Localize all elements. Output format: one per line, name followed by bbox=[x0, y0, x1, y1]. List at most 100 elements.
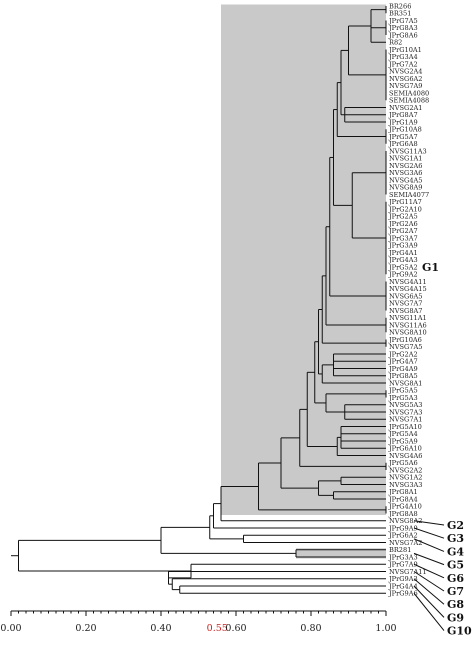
leaf-label: NVSG7A9 bbox=[389, 82, 422, 90]
leaf-label: JPrG1A9 bbox=[388, 118, 418, 126]
leaf-label: JPrG6A2 bbox=[388, 532, 418, 540]
leaf-label: JPrG3A4 bbox=[388, 53, 418, 61]
leaf-label: JPrG2A7 bbox=[388, 227, 418, 235]
leaf-label: JPrG5A5 bbox=[388, 387, 418, 395]
leaf-label: NVSG4A6 bbox=[389, 452, 422, 460]
tick-label: 1.00 bbox=[375, 623, 396, 634]
leaf-label: JPrG9A9 bbox=[388, 524, 418, 532]
similarity-axis: 0.00 0.20 0.40 0.550.60 0.80 1.00 bbox=[0, 610, 397, 634]
leaf-label: SEMIA4080 bbox=[389, 89, 429, 97]
leaf-label: NVSG7A7 bbox=[389, 300, 422, 308]
leaf-label: NVSG8A1 bbox=[389, 379, 422, 387]
leaf-label: JPrG8A8 bbox=[388, 510, 418, 518]
leaf-label: JPrG8A7 bbox=[388, 111, 418, 119]
leaf-label: JPrG2A2 bbox=[388, 350, 418, 358]
leaf-label: NVSG4A11 bbox=[389, 278, 427, 286]
leaf-label: NVSG7A2 bbox=[389, 539, 422, 547]
leaf-label: NVSG11A1 bbox=[389, 314, 427, 322]
leaf-label: NVSG2A4 bbox=[389, 68, 422, 76]
leaf-label: SEMIA4077 bbox=[389, 191, 429, 199]
leaf-label: JPrG5A10 bbox=[388, 423, 422, 431]
leaf-label: NVSG7A11 bbox=[389, 568, 427, 576]
leaf-label: BR351 bbox=[389, 10, 411, 18]
g5-shaded-region bbox=[296, 548, 386, 559]
leaf-label: JPrG4A7 bbox=[388, 358, 418, 366]
leaf-label: NVSG6A5 bbox=[389, 292, 422, 300]
leaf-label: NVSG5A3 bbox=[389, 401, 422, 409]
leaf-label: JPrG7A2 bbox=[388, 60, 418, 68]
leaf-label: JPrG6A10 bbox=[388, 445, 422, 453]
leaf-label: NVSG1A2 bbox=[389, 474, 422, 482]
leaf-label: NVSG7A3 bbox=[389, 408, 422, 416]
group-label-g4: G4 bbox=[447, 545, 464, 558]
tick-label: 0.60 bbox=[225, 623, 246, 634]
leaf-label: JPrG6A8 bbox=[388, 140, 418, 148]
leaf-label: NVSG11A3 bbox=[389, 147, 427, 155]
leaf-label: NVSG2A1 bbox=[389, 104, 422, 112]
group-connector bbox=[413, 552, 445, 566]
leaf-label: JPrG10A6 bbox=[388, 336, 422, 344]
leaf-label: JPrG3A9 bbox=[388, 242, 418, 250]
leaf-label: JPrG8A6 bbox=[388, 31, 418, 39]
group-label-g2: G2 bbox=[447, 519, 464, 532]
leaf-label: JPrG8A1 bbox=[388, 488, 418, 496]
leaf-label: JPrG5A4 bbox=[388, 430, 418, 438]
tick-label: 0.80 bbox=[300, 623, 321, 634]
group-connector bbox=[413, 571, 445, 592]
tick-label: 0.00 bbox=[0, 623, 21, 634]
leaf-label: JPrG2A5 bbox=[388, 213, 418, 221]
g1-shaded-region bbox=[221, 4, 386, 515]
leaf-label: JPrG9A3 bbox=[388, 575, 418, 583]
group-label-g1: G1 bbox=[422, 261, 439, 274]
leaf-label: NVSG3A6 bbox=[389, 169, 422, 177]
leaf-label: JPrG5A2 bbox=[388, 263, 418, 271]
tick-label: 0.55 bbox=[207, 623, 228, 634]
leaf-label: NVSG3A3 bbox=[389, 481, 422, 489]
leaf-label: JPrG5A7 bbox=[388, 133, 418, 141]
leaf-label: JPrG3A7 bbox=[388, 234, 418, 242]
leaf-label: JPrG8A3 bbox=[388, 24, 418, 32]
leaf-label: NVSG8A7 bbox=[389, 307, 422, 315]
tick-label: 0.40 bbox=[150, 623, 171, 634]
leaf-label: NVSG11A6 bbox=[389, 321, 427, 329]
leaf-label: NVSG8A10 bbox=[389, 329, 427, 337]
group-label-g9: G9 bbox=[447, 611, 464, 624]
group-label-g5: G5 bbox=[447, 559, 464, 572]
leaf-label: JPrG8A4 bbox=[388, 495, 418, 503]
group-connector bbox=[413, 578, 445, 605]
leaf-label: JPrG7A5 bbox=[388, 17, 418, 25]
group-connector bbox=[413, 592, 445, 631]
leaf-label: JPrG5A3 bbox=[388, 394, 418, 402]
leaf-label: JPrG2A6 bbox=[388, 220, 418, 228]
leaf-label: SEMIA4088 bbox=[389, 97, 429, 105]
group-connector bbox=[413, 520, 445, 526]
leaf-label: JPrG11A7 bbox=[388, 198, 422, 206]
leaf-label: JPrG3A3 bbox=[388, 553, 418, 561]
group-label-g6: G6 bbox=[447, 572, 464, 585]
leaf-label: JPrG9A2 bbox=[388, 271, 418, 279]
tick-label: 0.20 bbox=[75, 623, 96, 634]
group-label-g8: G8 bbox=[447, 598, 464, 611]
leaf-label: NVSG2A6 bbox=[389, 162, 422, 170]
leaf-label: BR281 bbox=[389, 546, 411, 554]
leaf-label: JPrG5A6 bbox=[388, 459, 418, 467]
leaf-label: JPrG2A10 bbox=[388, 205, 422, 213]
group-connector bbox=[413, 527, 445, 539]
leaf-label: JPrG4A9 bbox=[388, 365, 418, 373]
dendrogram-branches bbox=[11, 6, 387, 594]
group-g1-shading bbox=[221, 4, 386, 559]
leaf-label: JPrG4A3 bbox=[388, 256, 418, 264]
leaf-label: R82 bbox=[389, 39, 402, 47]
leaf-label: NVSG7A1 bbox=[389, 416, 422, 424]
leaf-label: NVSG4A5 bbox=[389, 176, 422, 184]
leaf-label: NVSG1A1 bbox=[389, 155, 422, 163]
leaf-label: JPrG5A9 bbox=[388, 437, 418, 445]
leaf-label: JPrG7A9 bbox=[388, 561, 418, 569]
leaf-label: JPrG4A10 bbox=[388, 503, 422, 511]
group-connector bbox=[413, 563, 445, 579]
leaf-labels: BR266BR351JPrG7A5JPrG8A3JPrG8A6R82JPrG10… bbox=[388, 2, 429, 597]
leaf-label: NVSG7A5 bbox=[389, 343, 422, 351]
leaf-label: JPrG8A5 bbox=[388, 372, 418, 380]
leaf-label: JPrG9A6 bbox=[388, 590, 418, 598]
